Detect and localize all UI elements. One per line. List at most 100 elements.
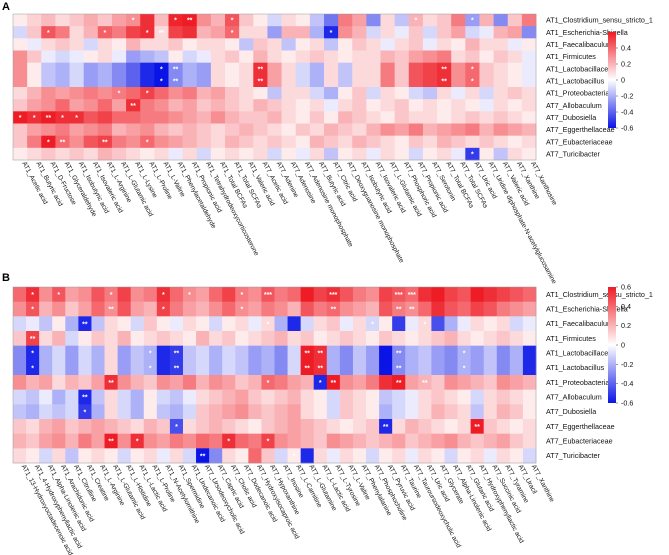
significance-star: *: [136, 439, 139, 446]
heatmap-cell: [210, 74, 226, 88]
heatmap-cell: [26, 345, 40, 361]
heatmap-cell: [479, 135, 494, 149]
heatmap-cell: [140, 147, 155, 161]
heatmap-cell: [130, 301, 145, 317]
heatmap-cell: [52, 316, 66, 332]
heatmap-cell: [451, 123, 466, 137]
heatmap-cell: [394, 99, 410, 112]
heatmap-cell: [235, 404, 249, 420]
significance-star: *: [162, 292, 165, 299]
heatmap-cell: [39, 404, 53, 420]
heatmap-cell: [493, 62, 509, 76]
heatmap-cell: [521, 38, 537, 51]
significance-star: *: [162, 307, 165, 314]
significance-star: *: [33, 115, 36, 122]
heatmap-cell: [248, 345, 262, 361]
heatmap-cell: [117, 404, 132, 420]
heatmap-cell: [196, 123, 212, 137]
significance-star: ***: [408, 292, 416, 299]
heatmap-cell: [457, 331, 472, 347]
heatmap-cell: [13, 389, 27, 405]
heatmap-cell: [509, 316, 524, 332]
heatmap-cell: [126, 14, 141, 27]
heatmap-cell: [394, 74, 410, 88]
heatmap-cell: [366, 316, 380, 332]
heatmap-cell: [55, 50, 70, 64]
row-label: AT7_Eubacteriaceae: [546, 437, 613, 446]
heatmap-cell: [182, 26, 198, 39]
heatmap-cell: [522, 419, 537, 435]
heatmap-cell: [431, 345, 445, 361]
heatmap-cell: [182, 448, 197, 464]
heatmap-cell: [196, 147, 212, 161]
heatmap-cell: [479, 50, 494, 64]
heatmap-cell: [248, 433, 262, 449]
heatmap-cell: [253, 99, 268, 112]
significance-star: *: [463, 365, 466, 372]
heatmap-cell: [366, 123, 381, 137]
heatmap-cell: [13, 360, 27, 376]
heatmap-cell: [326, 375, 341, 391]
heatmap-cell: [168, 99, 184, 112]
heatmap-cell: [521, 147, 537, 161]
heatmap-cell: [253, 135, 268, 149]
heatmap-cell: [281, 147, 297, 161]
heatmap-cell: [168, 26, 184, 39]
heatmap-cell: [27, 123, 42, 137]
heatmap-cell: [261, 433, 275, 449]
heatmap-cell: [41, 87, 56, 100]
heatmap-cell: [26, 331, 40, 347]
heatmap-cell: [431, 404, 445, 420]
heatmap-cell: [422, 38, 438, 51]
heatmap-cell: [209, 448, 223, 464]
heatmap-cell: [309, 50, 325, 64]
heatmap-cell: [210, 123, 226, 137]
heatmap-cell: [52, 419, 66, 435]
heatmap-cell: [235, 345, 249, 361]
heatmap-cell: [13, 99, 28, 112]
heatmap-cell: [126, 26, 141, 39]
significance-star: **: [173, 79, 179, 86]
heatmap-cell: [78, 301, 92, 317]
heatmap-cell: [117, 316, 132, 332]
heatmap-cell: [13, 135, 28, 149]
heatmap-cell: [140, 111, 155, 124]
significance-star: *: [240, 307, 243, 314]
heatmap-cell: [507, 14, 523, 27]
heatmap-cell: [239, 38, 254, 51]
heatmap-cell: [168, 111, 184, 124]
heatmap-cell: [130, 389, 145, 405]
heatmap-cell: [309, 26, 325, 39]
heatmap-cell: [408, 50, 424, 64]
heatmap-cell: [143, 287, 158, 303]
heatmap-cell: [69, 87, 85, 100]
heatmap-cell: [313, 404, 328, 420]
heatmap-cell: [366, 345, 380, 361]
heatmap-cell: [235, 287, 249, 303]
color-scale-tick: -0.2: [621, 360, 633, 369]
heatmap-cell: [261, 360, 275, 376]
heatmap-cell: [418, 448, 432, 464]
heatmap-cell: [253, 87, 268, 100]
heatmap-cell: [182, 301, 197, 317]
heatmap-cell: [196, 448, 210, 464]
heatmap-cell: [235, 419, 249, 435]
heatmap-cell: [379, 360, 393, 376]
heatmap-cell: [326, 389, 341, 405]
heatmap-b: * * * * * * *** *** *** **** ** * * ** ** **** * * **** * **…: [12, 283, 653, 555]
heatmap-cell: [169, 360, 184, 376]
heatmap-cell: [248, 419, 262, 435]
heatmap-cell: [248, 301, 262, 317]
significance-star: **: [383, 424, 389, 431]
heatmap-cell: [281, 87, 297, 100]
heatmap-cell: [225, 14, 240, 27]
heatmap-cell: [405, 389, 419, 405]
heatmap-cell: [522, 316, 537, 332]
heatmap-cell: [422, 87, 438, 100]
heatmap-cell: [338, 99, 353, 112]
heatmap-cell: [222, 375, 236, 391]
significance-star: **: [441, 79, 447, 86]
heatmap-cell: [154, 147, 169, 161]
heatmap-cell: [339, 345, 354, 361]
heatmap-cell: [196, 14, 212, 27]
